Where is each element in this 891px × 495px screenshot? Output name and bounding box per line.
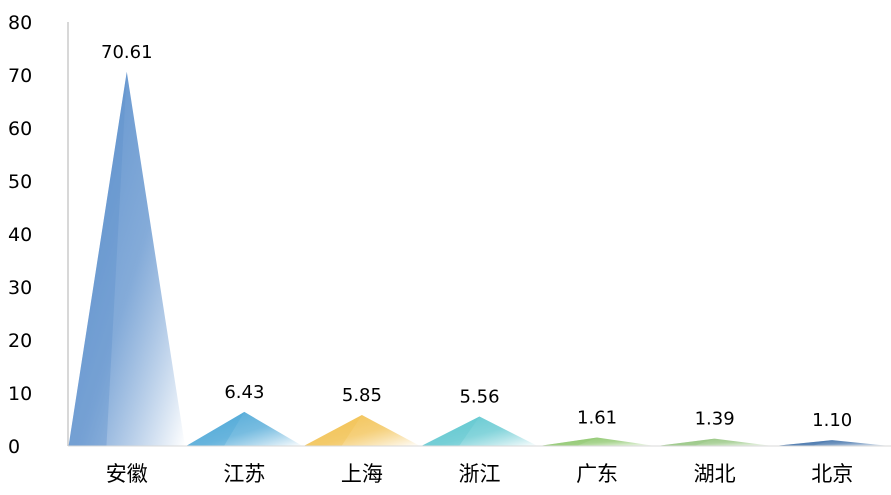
y-tick-label: 80 [8,12,32,34]
x-tick-label: 浙江 [459,462,501,486]
y-tick-label: 40 [8,224,32,246]
bar-7-shade [774,440,833,446]
data-label: 70.61 [101,42,153,63]
y-tick-label: 70 [8,65,32,87]
data-label: 5.85 [342,385,382,406]
bar-6-shade [656,438,715,446]
bar-5 [538,437,656,446]
bar-7 [774,440,891,446]
data-label: 1.61 [577,407,617,428]
bar-2-shade [186,411,245,446]
bar-4-shade [421,416,480,446]
bars [68,71,891,446]
data-labels: 70.61 6.43 5.85 5.56 1.61 1.39 1.10 [101,42,852,431]
x-tick-label: 北京 [811,462,853,486]
x-tick-label: 上海 [341,462,383,486]
bar-6 [656,438,773,446]
y-tick-label: 10 [8,383,32,405]
data-label: 5.56 [459,387,499,408]
data-label: 6.43 [224,382,264,403]
bar-2 [186,411,303,446]
y-tick-label: 0 [8,436,20,458]
y-tick-label: 60 [8,118,32,140]
y-axis: 0 10 20 30 40 50 60 70 80 [8,12,69,458]
bar-5-shade [538,437,598,446]
x-tick-label: 安徽 [106,462,148,486]
data-label: 1.10 [812,410,852,431]
data-label: 1.39 [695,409,735,430]
bar-1 [68,71,185,446]
bar-1-shade [68,71,127,446]
y-tick-label: 20 [8,330,32,352]
y-tick-label: 50 [8,171,32,193]
x-tick-label: 江苏 [223,462,265,486]
bar-3-shade [303,414,362,446]
x-axis: 安徽 江苏 上海 浙江 广东 湖北 北京 [68,445,891,486]
bar-3 [303,414,421,446]
y-tick-label: 30 [8,277,32,299]
x-tick-label: 广东 [576,462,618,486]
bar-4 [421,416,538,446]
x-tick-label: 湖北 [694,462,736,486]
